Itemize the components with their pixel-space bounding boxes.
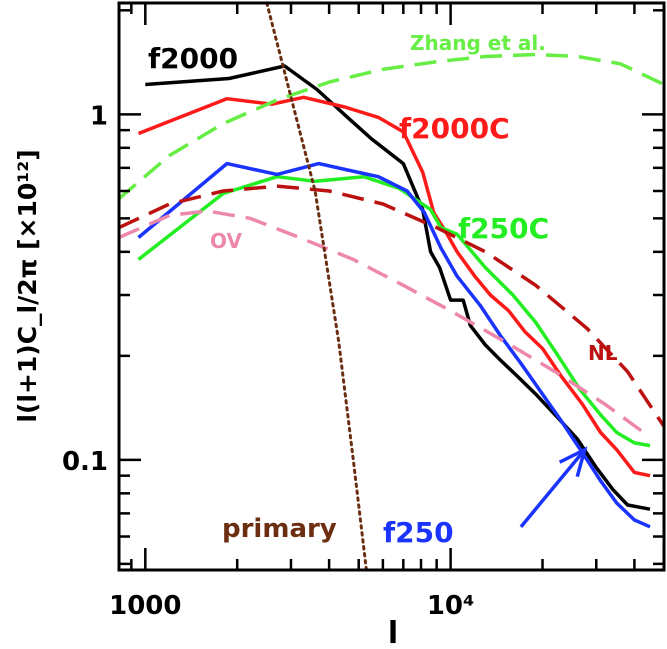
label-layer: 1000 10⁴ 0.1 1 l l(l+1)C_l/2π [×10¹²] f2000 f20… [13, 31, 618, 649]
series-line-f2000c [137, 95, 651, 478]
series-line-f250c [137, 174, 651, 448]
x-axis-title: l [388, 616, 398, 649]
series-label-nl: NL [588, 341, 618, 365]
series-line-nl [119, 184, 664, 428]
annotation-layer [519, 446, 588, 528]
tick-layer [119, 3, 666, 570]
series-label-f2000c: f2000C [399, 112, 510, 145]
series-line-ov [119, 209, 649, 437]
series-line-zhang-et-al [119, 52, 664, 201]
series-line-f250 [137, 161, 651, 529]
series-label-f250c: f250C [458, 212, 549, 245]
plot-frame [117, 1, 666, 572]
y-tick-label: 0.1 [62, 447, 108, 477]
y-axis-title: l(l+1)C_l/2π [×10¹²] [13, 149, 42, 422]
arrow-annotation [519, 446, 588, 528]
series-label-f250: f250 [383, 516, 454, 549]
series-label-f2000: f2000 [148, 42, 238, 75]
series-label-ov: OV [210, 229, 242, 253]
series-line-primary [265, 3, 368, 570]
x-tick-label: 1000 [109, 591, 181, 621]
series-layer [119, 3, 664, 570]
y-tick-label: 1 [90, 101, 108, 131]
x-tick-label: 10⁴ [427, 591, 475, 621]
series-label-zhang-et-al: Zhang et al. [410, 31, 546, 55]
series-label-primary: primary [222, 514, 337, 544]
